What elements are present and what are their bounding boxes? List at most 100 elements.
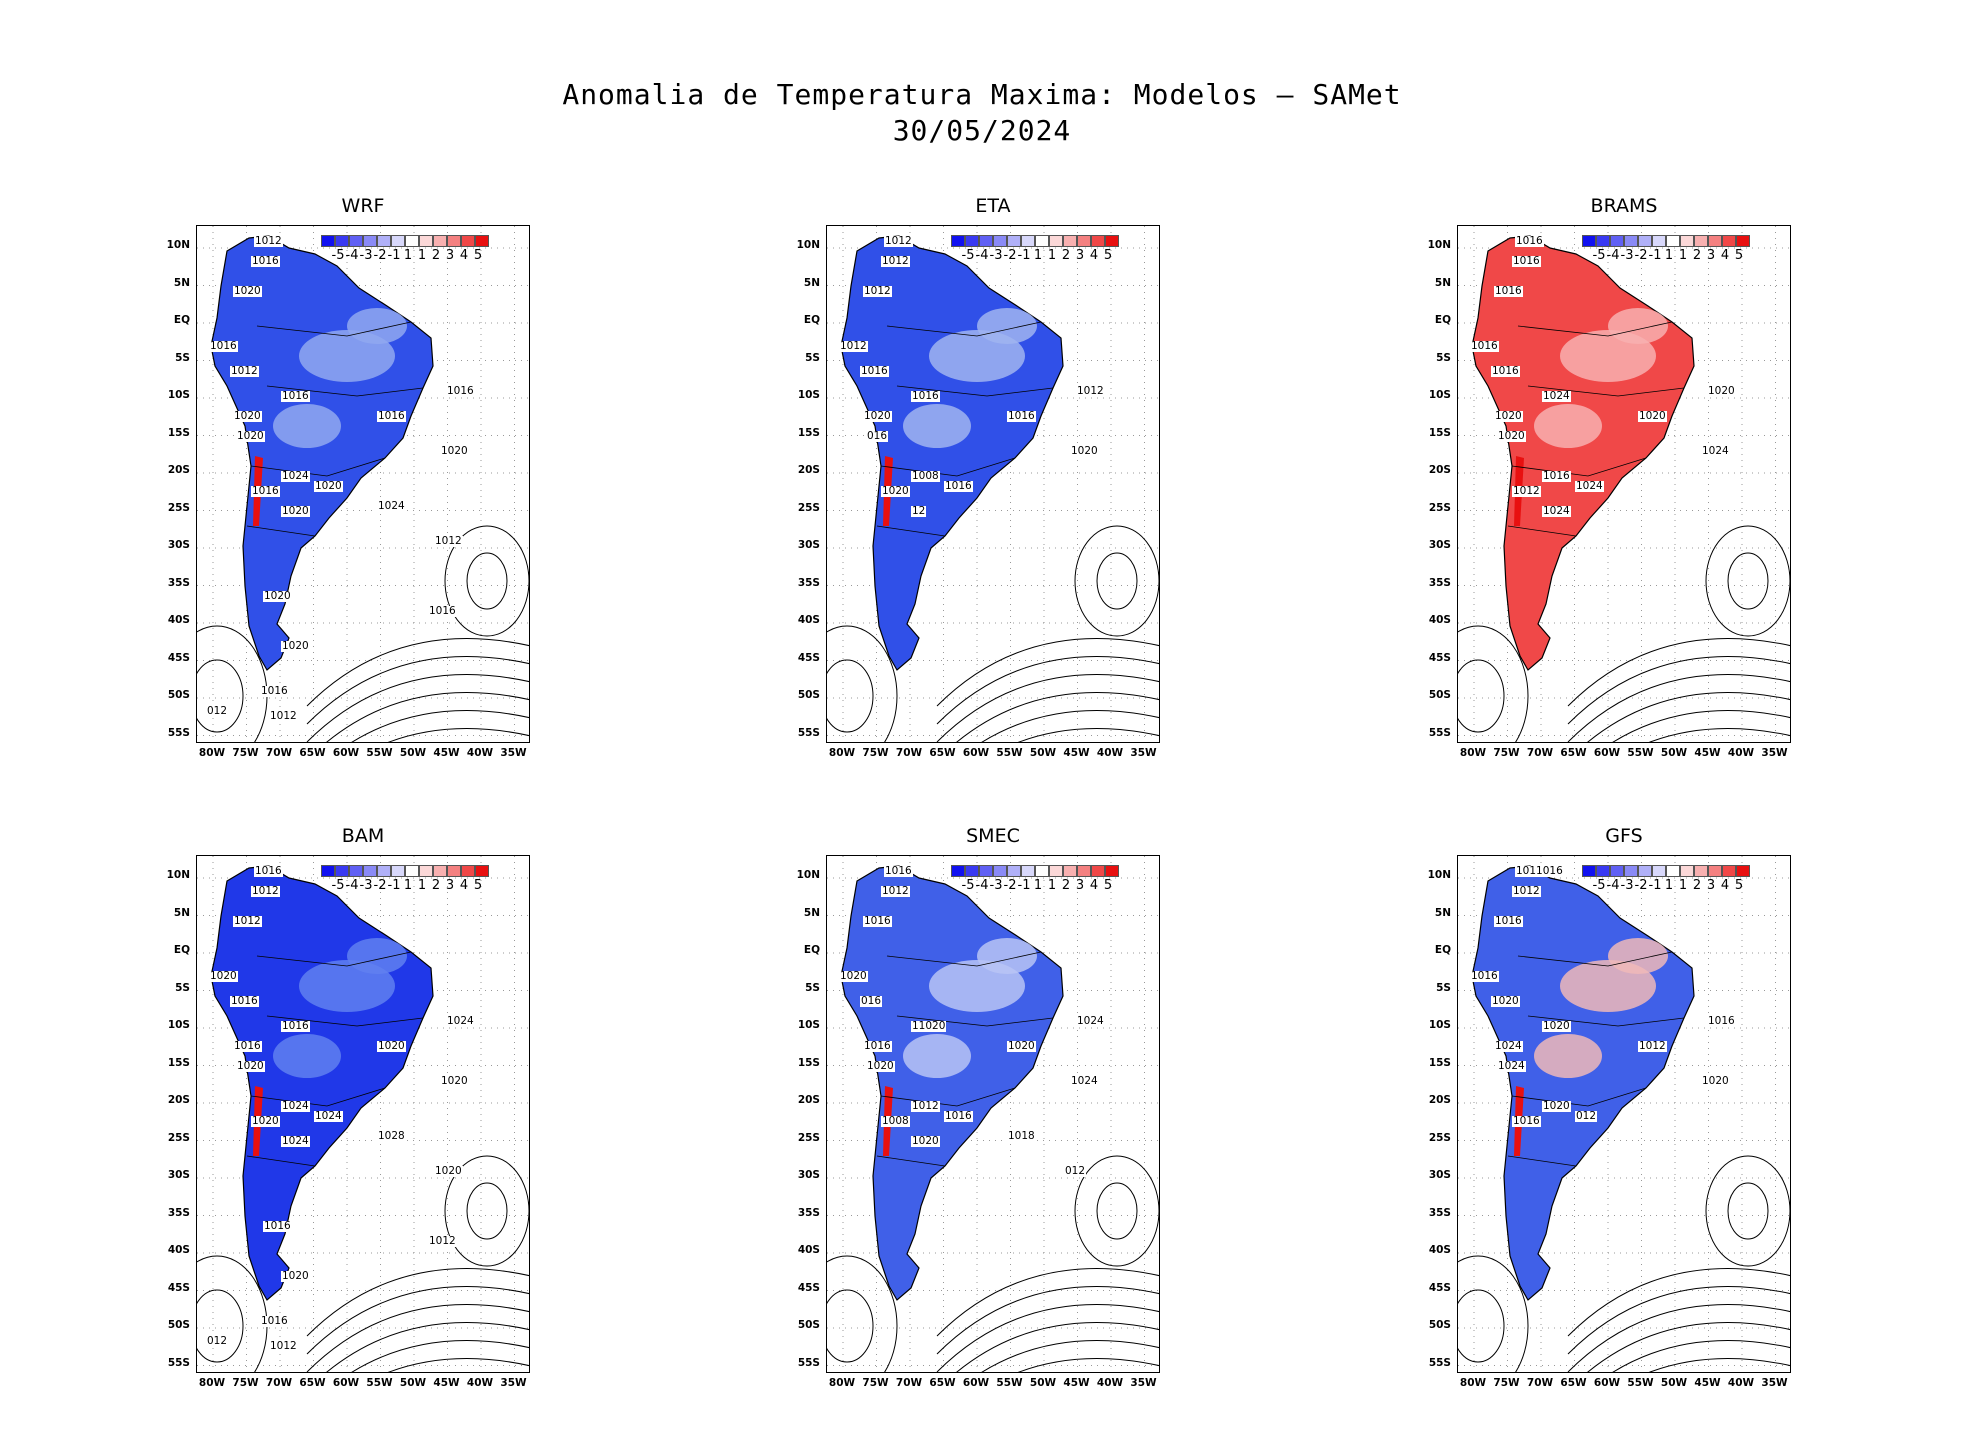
colorbar-label: 4 (1089, 878, 1099, 893)
lat-tick-label: 50S (1428, 1319, 1451, 1331)
isobar-label: 1024 (446, 1015, 475, 1027)
panel-title-wrf: WRF (341, 195, 385, 217)
map-frame: -5 -4 -3 -2 -1 1 1 2 3 4 5 1012 1012 1012 1012 1016 1016… (826, 225, 1160, 743)
colorbar-label: 2 (431, 248, 441, 263)
lon-tick-label: 60W (962, 1377, 990, 1389)
isobar-label: 1012 (233, 915, 262, 927)
colorbar-label: 1 (417, 878, 427, 893)
lon-tick-label: 40W (1096, 747, 1124, 759)
panel-title-bam: BAM (341, 825, 385, 847)
lat-tick-label: 5S (805, 981, 820, 994)
lat-tick-label: 35S (797, 1206, 820, 1219)
colorbar-swatch (993, 235, 1007, 247)
isobar-label: 1020 (377, 1040, 406, 1052)
isobar-contour (197, 1289, 244, 1363)
lat-tick-label: 25S (167, 501, 190, 514)
lon-tick-label: 70W (265, 1377, 293, 1389)
isobar-contour (1567, 1286, 1790, 1355)
lat-tick-label: 5N (803, 906, 820, 919)
lat-tick-label: 35S (797, 576, 820, 589)
colorbar-label: 3 (1706, 878, 1716, 893)
isobar-label: 1016 (446, 385, 475, 397)
lon-tick-label: 70W (895, 747, 923, 759)
lat-tick-label: 5S (1436, 981, 1451, 994)
isobar-label: 1020 (1070, 445, 1099, 457)
colorbar-label: -2 (1634, 248, 1648, 263)
lon-tick-label: 60W (962, 747, 990, 759)
isobar-label: 1016 (1494, 915, 1523, 927)
isobar-label: 1016 (944, 1110, 973, 1122)
isobar-label: 1024 (314, 1110, 343, 1122)
country-border (1517, 951, 1673, 967)
isobar-contour (1096, 552, 1138, 610)
lon-tick-label: 35W (1130, 1377, 1157, 1389)
colorbar-swatch (1035, 865, 1049, 877)
lon-tick-label: 75W (862, 747, 889, 759)
colorbar-label: 1 (403, 248, 413, 263)
isobar-contour (1705, 1155, 1790, 1267)
isobar-label: 1020 (281, 505, 310, 517)
colorbar-swatch (419, 235, 433, 247)
colorbar-swatch (419, 865, 433, 877)
isobar-contour (956, 1322, 1159, 1372)
isobar-label: 1012 (251, 885, 280, 897)
isobar-label: 1024 (1076, 1015, 1105, 1027)
colorbar-label: 1 (1678, 878, 1688, 893)
lat-tick-label: 55S (797, 1356, 820, 1369)
lat-tick-label: 10S (797, 389, 820, 401)
colorbar-label: -3 (989, 878, 1003, 893)
isobar-label: 1024 (377, 500, 406, 512)
isobar-label: 1024 (1575, 480, 1604, 492)
isobar-contour (1567, 1268, 1790, 1337)
colorbar-swatch (993, 865, 1007, 877)
colorbar-swatch (979, 235, 993, 247)
colorbar-swatch (405, 865, 419, 877)
colorbar-label: 2 (1061, 878, 1071, 893)
colorbar-swatch (1652, 235, 1666, 247)
colorbar-label: 1 (1047, 878, 1057, 893)
isobar-contour (1018, 728, 1159, 742)
isobar-label: 016 (860, 995, 883, 1007)
colorbar-label: -5 (331, 248, 345, 263)
isobar-contour (197, 659, 244, 733)
colorbar-label: 3 (1706, 248, 1716, 263)
colorbar-swatch (433, 865, 447, 877)
colorbar-swatch (1624, 865, 1638, 877)
isobar-label: 1024 (1701, 445, 1730, 457)
lat-tick-label: 35S (1428, 1206, 1451, 1219)
lat-tick-label: 20S (1428, 464, 1451, 476)
colorbar-swatch (951, 865, 965, 877)
lat-tick-label: 10N (796, 869, 820, 881)
colorbar-swatch (1736, 235, 1750, 247)
isobar-contour (936, 656, 1159, 725)
lat-tick-label: 20S (797, 1094, 820, 1106)
isobar-label: 1020 (881, 485, 910, 497)
lon-tick-label: 65W (1560, 1377, 1587, 1389)
colorbar-label: 4 (459, 878, 469, 893)
isobar-label: 1016 (1515, 235, 1544, 247)
isobar-label: 1012 (911, 1100, 940, 1112)
lat-tick-label: 15S (797, 426, 820, 439)
colorbar-swatch (965, 865, 979, 877)
colorbar-label: 4 (1720, 248, 1730, 263)
isobar-label: 11020 (911, 1020, 947, 1032)
colorbar-label: -3 (1620, 878, 1634, 893)
isobar-label: 1020 (1491, 995, 1520, 1007)
colorbar-label: 4 (459, 248, 469, 263)
isobar-contour (351, 710, 529, 742)
lat-tick-label: 50S (797, 689, 820, 701)
isobar-contour (444, 1155, 529, 1267)
isobar-label: 1020 (251, 1115, 280, 1127)
map-panel-brams: -5 -4 -3 -2 -1 1 1 2 3 4 5 1016 1016 1016 1016 1016 1024… (1428, 225, 1791, 759)
isobar-label: 1020 (839, 970, 868, 982)
isobar-label: 1020 (911, 1135, 940, 1147)
lat-tick-label: 25S (1428, 1131, 1451, 1144)
colorbar-swatch (349, 235, 363, 247)
colorbar-label: -4 (975, 248, 989, 263)
isobar-contour (306, 656, 529, 725)
lon-tick-label: 50W (1660, 747, 1688, 759)
continent-anomaly-fill (1471, 235, 1695, 671)
lon-tick-label: 40W (466, 1377, 494, 1389)
lon-tick-label: 45W (1694, 1377, 1721, 1389)
country-border (886, 951, 1042, 967)
